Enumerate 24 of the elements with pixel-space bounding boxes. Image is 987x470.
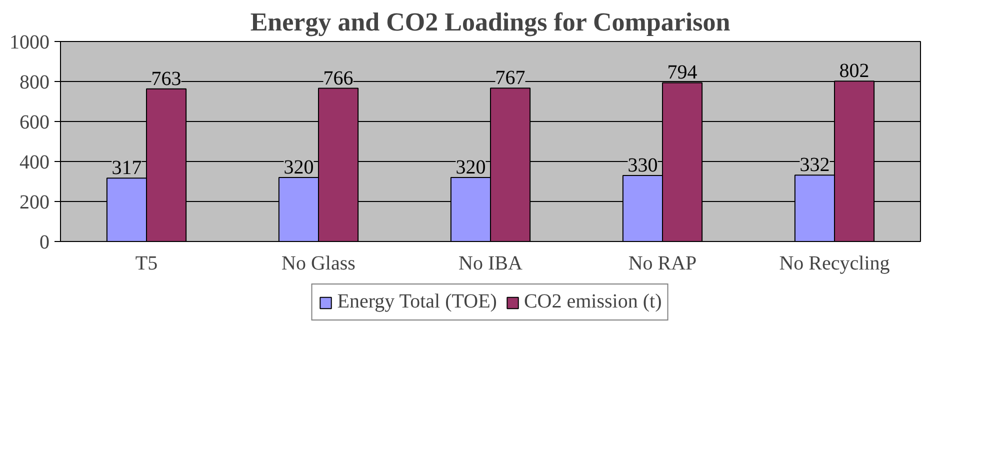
data-label: 794 — [667, 62, 698, 84]
y-tick-label: 0 — [40, 232, 50, 254]
x-tick-label: No Recycling — [779, 252, 890, 274]
x-tick-label: T5 — [135, 252, 158, 274]
x-tick-label: No RAP — [628, 252, 697, 274]
data-label: 766 — [323, 67, 354, 90]
data-label: 320 — [284, 156, 314, 178]
data-label: 317 — [112, 157, 142, 180]
y-tick-label: 600 — [20, 112, 50, 134]
chart-title: Energy and CO2 Loadings for Comparison — [250, 8, 731, 36]
x-tick-label: No IBA — [458, 252, 523, 274]
y-tick-label: 200 — [20, 192, 50, 214]
data-label: 320 — [456, 156, 486, 178]
data-label: 330 — [628, 154, 658, 176]
data-label: 332 — [800, 154, 830, 176]
y-tick-label: 800 — [20, 72, 50, 94]
y-tick-label: 1000 — [10, 32, 50, 54]
data-label: 767 — [495, 67, 526, 90]
data-label: 763 — [151, 68, 182, 90]
y-tick-label: 400 — [20, 152, 50, 174]
legend-label: CO2 emission (t) — [524, 290, 662, 314]
legend-label: Energy Total (TOE) — [337, 290, 497, 314]
data-label: 802 — [839, 60, 870, 82]
x-tick-label: No Glass — [282, 252, 356, 274]
